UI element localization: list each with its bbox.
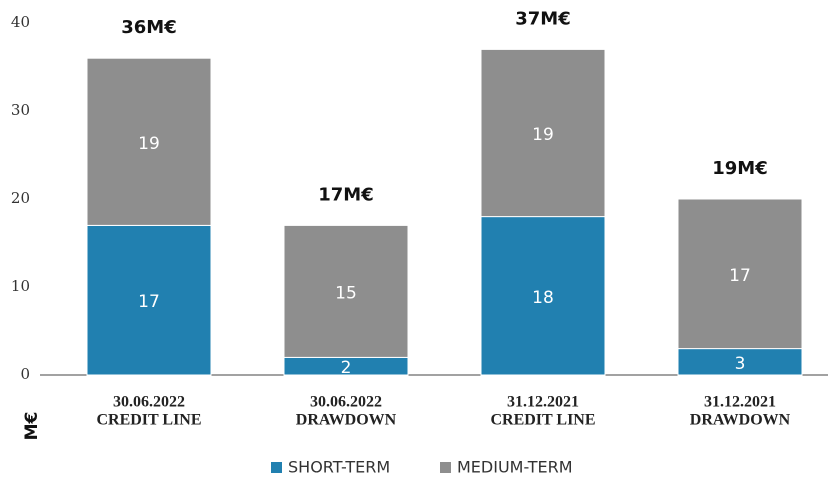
y-tick-label: 30 [11, 101, 30, 119]
bar-segment [480, 216, 606, 376]
y-axis-label: M€ [22, 412, 42, 441]
x-tick-label: DRAWDOWN [296, 412, 397, 429]
legend-label: SHORT-TERM [288, 458, 390, 477]
total-label: 37M€ [515, 8, 571, 29]
bar-segment [677, 198, 803, 350]
total-label: 19M€ [712, 158, 768, 179]
x-tick-label: 31.12.2021 [704, 394, 776, 411]
x-tick-label: DRAWDOWN [690, 412, 791, 429]
segment-label: 19 [138, 134, 160, 154]
bar-segment [480, 48, 606, 218]
segment-label: 19 [532, 125, 554, 145]
y-tick-label: 10 [11, 277, 30, 295]
x-tick-label: CREDIT LINE [490, 412, 595, 429]
bar-segment [677, 348, 803, 376]
y-tick-label: 20 [11, 189, 30, 207]
bar-segment [283, 224, 409, 358]
segment-label: 15 [335, 283, 357, 303]
y-tick-label: 40 [11, 13, 30, 31]
segment-label: 17 [729, 266, 751, 286]
segment-label: 2 [341, 358, 352, 378]
segment-label: 18 [532, 288, 554, 308]
bar-segment [86, 57, 212, 226]
segment-label: 3 [735, 354, 746, 374]
legend-swatch [440, 462, 451, 473]
x-tick-label: 30.06.2022 [113, 394, 185, 411]
bar-segment [86, 224, 212, 376]
total-label: 36M€ [121, 17, 177, 38]
y-tick-label: 0 [20, 365, 30, 383]
segment-label: 17 [138, 292, 160, 312]
x-tick-label: CREDIT LINE [96, 412, 201, 429]
total-label: 17M€ [318, 184, 374, 205]
legend-swatch [271, 462, 282, 473]
x-tick-label: 31.12.2021 [507, 394, 579, 411]
x-tick-label: 30.06.2022 [310, 394, 382, 411]
legend-label: MEDIUM-TERM [457, 458, 573, 477]
